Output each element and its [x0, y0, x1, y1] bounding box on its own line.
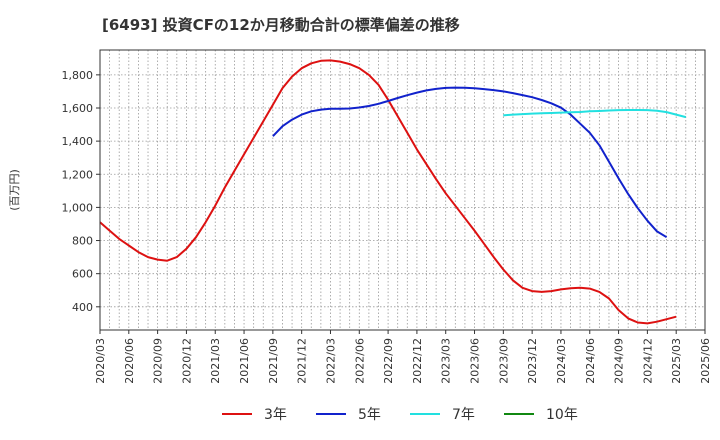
x-tick-label: 2021/06 — [238, 338, 251, 384]
y-tick-label: 1,600 — [62, 102, 94, 115]
x-tick-label: 2024/12 — [641, 338, 654, 384]
y-axis-label: (百万円) — [8, 169, 21, 211]
x-tick-label: 2020/09 — [152, 338, 165, 384]
x-tick-label: 2025/06 — [699, 338, 712, 384]
x-tick-label: 2022/03 — [324, 338, 337, 384]
series-line-7年 — [503, 109, 687, 119]
x-tick-label: 2021/03 — [209, 338, 222, 384]
x-tick-label: 2023/12 — [526, 338, 539, 384]
legend-label-3年: 3年 — [264, 407, 287, 423]
axes — [99, 49, 706, 331]
plot-background — [100, 50, 705, 330]
series-line-3年 — [99, 59, 677, 325]
legend-label-10年: 10年 — [546, 407, 578, 423]
x-tick-label: 2023/09 — [497, 338, 510, 384]
x-tick-label: 2024/09 — [613, 338, 626, 384]
x-tick-label: 2023/06 — [469, 338, 482, 384]
x-tick-label: 2024/03 — [555, 338, 568, 384]
y-tick-label: 600 — [72, 268, 93, 281]
x-tick-label: 2022/09 — [382, 338, 395, 384]
series-group — [99, 59, 687, 325]
x-tick-label: 2022/06 — [353, 338, 366, 384]
y-tick-label: 1,400 — [62, 135, 94, 148]
legend: 3年 5年 7年 10年 — [222, 407, 578, 423]
x-tick-label: 2021/09 — [267, 338, 280, 384]
y-tick-label: 400 — [72, 301, 93, 314]
y-tick-label: 1,000 — [62, 201, 94, 214]
x-tick-label: 2021/12 — [296, 338, 309, 384]
legend-label-5年: 5年 — [358, 407, 381, 423]
y-tick-label: 1,800 — [62, 69, 94, 82]
series-line-5年 — [272, 86, 668, 239]
y-tick-label: 800 — [72, 235, 93, 248]
x-tick-label: 2020/12 — [180, 338, 193, 384]
grid — [100, 50, 705, 330]
legend-label-7年: 7年 — [452, 407, 475, 423]
x-tick-label: 2024/06 — [584, 338, 597, 384]
tick-labels: 400 600 800 1,000 1,200 1,400 1,600 1,800 2020/0… — [62, 69, 713, 384]
x-tick-label: 2023/03 — [440, 338, 453, 384]
chart-title: [6493] 投資CFの12か月移動合計の標準偏差の推移 — [102, 16, 460, 34]
plot-area — [100, 50, 705, 330]
y-tick-label: 1,200 — [62, 168, 94, 181]
x-tick-label: 2022/12 — [411, 338, 424, 384]
plot-frame — [99, 49, 706, 331]
x-tick-label: 2020/06 — [123, 338, 136, 384]
x-tick-label: 2020/03 — [94, 338, 107, 384]
x-tick-label: 2025/03 — [670, 338, 683, 384]
